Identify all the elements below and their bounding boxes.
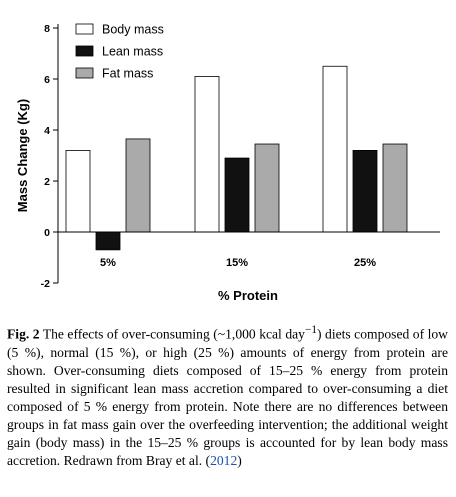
y-tick-label-1: 0 [44, 227, 50, 239]
legend-label-fat-mass: Fat mass [102, 67, 153, 81]
y-tick-label-4: 6 [44, 74, 50, 86]
caption-text-part2: ) diets composed of low (5 %), normal (1… [7, 326, 448, 468]
y-tick-label-3: 4 [44, 125, 50, 137]
bar-fat-mass-2 [382, 143, 408, 233]
bar-body-mass-2 [322, 65, 348, 233]
y-tick-label-2: 2 [44, 176, 50, 188]
y-tick-label-0: -2 [41, 278, 50, 290]
category-label-1: 15% [226, 257, 248, 269]
caption-text-end: ) [237, 452, 242, 468]
axes-group [53, 24, 440, 284]
bar-fat-mass-0 [125, 138, 151, 233]
category-label-0: 5% [100, 257, 116, 269]
legend-swatch-body-mass [75, 23, 94, 35]
y-tick-label-5: 8 [44, 23, 50, 35]
bar-chart: Body mass Lean mass Fat mass 5% 15% 25% -2 0 2 4… [15, 23, 440, 303]
bar-body-mass-1 [194, 76, 220, 233]
reference-link[interactable]: 2012 [210, 452, 238, 468]
figure-caption: Fig. 2 The effects of over-consuming (~1… [7, 321, 448, 470]
legend: Body mass Lean mass Fat mass [75, 23, 164, 81]
category-label-2: 25% [354, 257, 376, 269]
bar-lean-mass-1 [224, 157, 250, 233]
bars-group [65, 65, 408, 251]
bar-lean-mass-0 [95, 231, 121, 251]
x-axis-title: % Protein [218, 288, 278, 303]
caption-superscript: −1 [304, 324, 318, 336]
legend-swatch-fat-mass [75, 67, 94, 79]
bar-lean-mass-2 [352, 149, 378, 233]
bar-body-mass-0 [65, 149, 91, 233]
legend-label-lean-mass: Lean mass [102, 45, 163, 59]
caption-label: Fig. 2 [7, 326, 40, 342]
bar-fat-mass-1 [254, 143, 280, 233]
labels-group: 5% 15% 25% -2 0 2 4 6 8 % Protein Mass Change (Kg) [15, 23, 376, 303]
legend-swatch-lean-mass [75, 45, 94, 57]
caption-text-part1: The effects of over-consuming (~1,000 kc… [42, 326, 305, 342]
y-axis-title: Mass Change (Kg) [15, 99, 30, 212]
legend-label-body-mass: Body mass [102, 23, 164, 37]
